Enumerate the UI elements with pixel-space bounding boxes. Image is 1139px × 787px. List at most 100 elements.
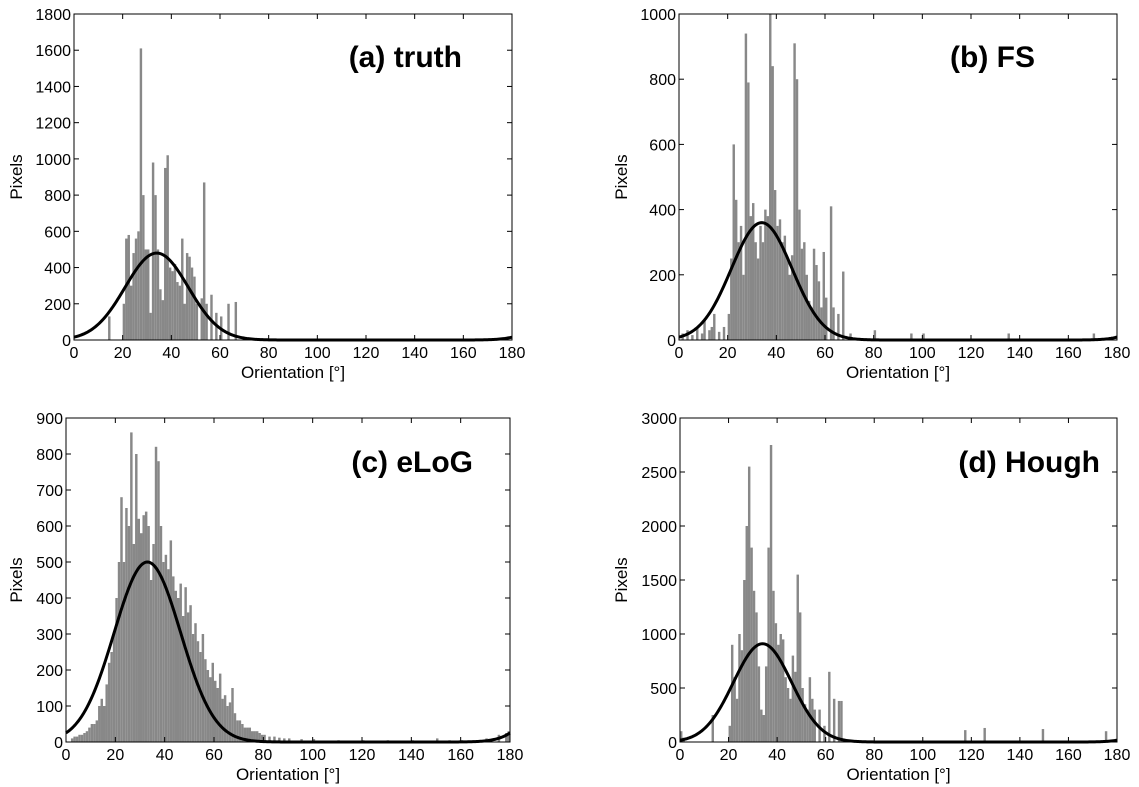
panel-title: (c) eLoG	[351, 446, 473, 479]
x-tick-label: 180	[1104, 747, 1131, 764]
histogram-bar	[144, 511, 148, 742]
y-tick-label: 500	[650, 681, 677, 698]
histogram-bar	[771, 66, 774, 340]
histogram-bar	[205, 303, 208, 340]
y-tick-label: 1000	[35, 152, 71, 169]
histogram-bar	[759, 225, 762, 340]
histogram-bar	[735, 698, 739, 742]
histogram-bar	[783, 235, 787, 340]
y-tick-label: 600	[44, 224, 71, 241]
histogram-bar	[221, 698, 224, 742]
histogram-bar	[100, 698, 103, 742]
histogram-bar	[505, 733, 508, 742]
histogram-bar	[762, 715, 765, 742]
histogram-bar	[214, 680, 217, 742]
histogram-bar	[251, 731, 254, 742]
x-tick-label: 60	[816, 345, 834, 362]
histogram-bar	[789, 698, 792, 742]
histogram-bar	[120, 497, 123, 742]
y-tick-label: 3000	[641, 411, 677, 428]
histogram-bar	[798, 612, 802, 742]
histogram-bar	[75, 736, 79, 742]
y-tick-label: 0	[668, 735, 677, 752]
histogram-bar	[680, 731, 683, 742]
panel-title: (d) Hough	[958, 446, 1100, 479]
histogram-bar	[983, 727, 986, 742]
histogram-bar	[842, 271, 845, 340]
histogram-bar	[1104, 731, 1108, 742]
histogram-bar	[832, 698, 836, 742]
histogram-bar	[1092, 333, 1096, 340]
histogram-bar	[840, 700, 843, 742]
y-tick-label: 600	[36, 519, 63, 536]
histogram-bar	[115, 598, 118, 742]
histogram-bar	[822, 251, 825, 340]
histogram-bar	[173, 263, 177, 340]
histogram-bar	[764, 209, 767, 340]
histogram-bar	[734, 199, 738, 340]
panel-truth: 0 20 40 60 80 100 120 140 160 1800200400600800100…	[7, 7, 525, 382]
y-axis-label: Pixels	[612, 557, 631, 602]
histogram-bar	[832, 307, 835, 340]
histogram-bar	[137, 518, 140, 742]
y-tick-label: 900	[36, 411, 63, 428]
histogram-bar	[201, 634, 205, 742]
histogram-bar	[829, 206, 833, 340]
histogram-bar	[227, 303, 230, 340]
histogram-bar	[151, 162, 155, 340]
histogram-bar	[739, 225, 743, 340]
histogram-bar	[183, 303, 186, 340]
histogram-bar	[278, 737, 281, 742]
x-tick-label: 20	[114, 345, 132, 362]
histogram-bar	[127, 526, 131, 742]
histogram-bar	[737, 242, 740, 340]
histogram-bar	[788, 274, 791, 340]
histogram-bar	[83, 733, 86, 742]
histogram-bar	[132, 253, 135, 340]
x-tick-label: 180	[497, 747, 524, 764]
histogram-bar	[139, 48, 143, 341]
histogram-bar	[777, 644, 780, 742]
histogram-bar	[161, 300, 165, 340]
histogram-bar	[211, 662, 214, 742]
histogram-bar	[238, 720, 242, 742]
x-tick-label: 60	[817, 747, 835, 764]
x-tick-label: 0	[62, 747, 71, 764]
histogram-bar	[815, 265, 818, 340]
histogram-bar	[260, 734, 264, 742]
histogram-bar	[129, 285, 133, 340]
histogram-bar	[1041, 729, 1045, 742]
x-tick-label: 100	[909, 747, 936, 764]
histogram-bar	[507, 731, 510, 742]
y-tick-label: 200	[36, 663, 63, 680]
histogram-bar	[149, 312, 152, 340]
histogram-bar	[162, 562, 165, 742]
histogram-bar	[738, 634, 741, 742]
histogram-bar	[773, 190, 777, 340]
histogram-bar	[700, 333, 704, 340]
histogram-bar	[193, 276, 196, 340]
histogram-bar	[828, 671, 831, 742]
histogram-bar	[730, 258, 733, 340]
histogram-bar	[711, 715, 714, 742]
histogram-bar	[135, 454, 138, 742]
panel-title: (a) truth	[349, 41, 462, 74]
histogram-bar	[728, 725, 731, 742]
histogram-bar	[177, 598, 180, 742]
y-tick-label: 700	[36, 483, 63, 500]
histogram-bar	[781, 242, 784, 340]
histogram-bar	[168, 267, 172, 340]
histogram-bar	[766, 216, 770, 340]
x-tick-label: 80	[865, 345, 883, 362]
histogram-bar	[142, 195, 145, 340]
histogram-bar	[179, 583, 182, 742]
histogram-bar	[710, 326, 714, 340]
histogram-bar	[144, 249, 147, 340]
histogram-bar	[223, 695, 227, 742]
histogram-bar	[825, 297, 828, 340]
histogram-bar	[1007, 333, 1010, 340]
histogram-bar	[803, 242, 806, 340]
histogram-bar	[808, 677, 812, 742]
histogram-bar	[112, 634, 116, 742]
